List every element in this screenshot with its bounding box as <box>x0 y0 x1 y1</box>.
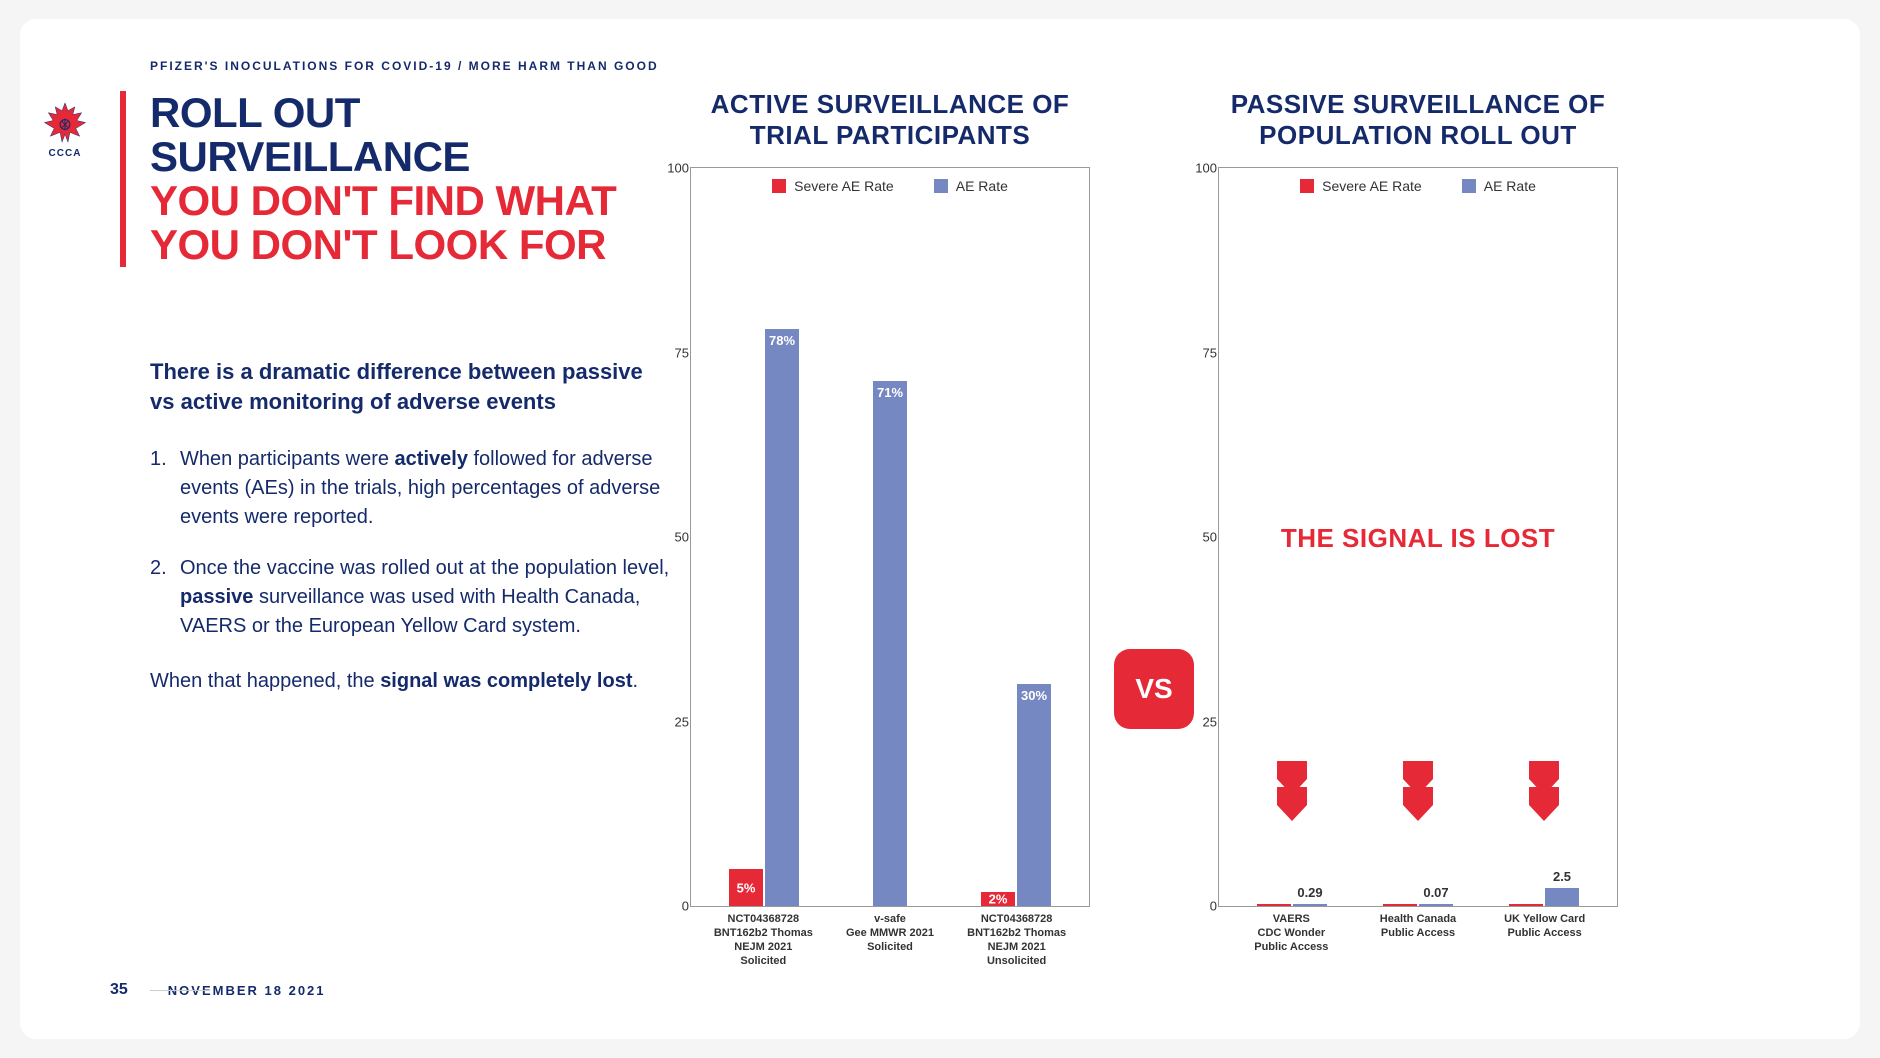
bar-group: 2.5 <box>1499 888 1589 907</box>
bar-value-label: 30% <box>1021 688 1047 703</box>
x-axis-label: VAERSCDC WonderPublic Access <box>1231 913 1351 954</box>
chart-frame: 0255075100 Severe AE Rate AE Rate 5%78%7… <box>690 167 1090 907</box>
y-ticks: 0255075100 <box>1189 168 1217 906</box>
bar-severe <box>1383 904 1417 906</box>
conclusion-text: When that happened, the signal was compl… <box>150 667 670 696</box>
item-text-bold: passive <box>180 586 253 608</box>
conclusion-pre: When that happened, the <box>150 670 380 692</box>
page-number: 35 <box>110 981 128 999</box>
x-axis-label: NCT04368728BNT162b2 ThomasNEJM 2021Unsol… <box>957 913 1077 968</box>
item-text-bold: actively <box>395 448 468 470</box>
title-line-2: SURVEILLANCE <box>150 135 670 179</box>
bar-severe: 5% <box>729 869 763 906</box>
y-tick-label: 0 <box>682 899 689 914</box>
bar-group: 0.07 <box>1373 904 1463 906</box>
y-tick-label: 50 <box>675 530 689 545</box>
charts-area: ACTIVE SURVEILLANCE OF TRIAL PARTICIPANT… <box>690 59 1830 1009</box>
chart-title-line: POPULATION ROLL OUT <box>1231 120 1606 151</box>
x-axis-label: UK Yellow CardPublic Access <box>1485 913 1605 954</box>
bar-value-label: 78% <box>769 333 795 348</box>
active-chart-block: ACTIVE SURVEILLANCE OF TRIAL PARTICIPANT… <box>690 89 1090 968</box>
chart-wrap: 0255075100 Severe AE Rate AE Rate THE SI… <box>1218 167 1618 954</box>
item-number: 1. <box>150 445 167 474</box>
bar-ae: 71% <box>873 381 907 906</box>
left-column: PFIZER'S INOCULATIONS FOR COVID-19 / MOR… <box>50 59 690 1009</box>
conclusion-post: . <box>633 670 639 692</box>
y-tick-label: 25 <box>675 714 689 729</box>
bars-row: 0.29 0.07 2.5 <box>1219 168 1617 906</box>
chart-wrap: PERCENTAGE OF TOTAL POPULATION. 02550751… <box>690 167 1090 968</box>
chart-title-line: TRIAL PARTICIPANTS <box>711 120 1070 151</box>
bar-ae: 2.5 <box>1545 888 1579 907</box>
intro-text: There is a dramatic difference between p… <box>150 357 670 416</box>
bar-value-label: 0.29 <box>1297 885 1322 900</box>
bar-group: 5% 78% <box>719 329 809 906</box>
x-axis-label: Health CanadaPublic Access <box>1358 913 1478 954</box>
title-line-3: YOU DON'T FIND WHAT <box>150 179 670 223</box>
chart-title: ACTIVE SURVEILLANCE OF TRIAL PARTICIPANT… <box>711 89 1070 151</box>
list-item: 1. When participants were actively follo… <box>150 445 670 532</box>
chart-title-line: ACTIVE SURVEILLANCE OF <box>711 89 1070 120</box>
chart-frame: 0255075100 Severe AE Rate AE Rate THE SI… <box>1218 167 1618 907</box>
bar-value-label: 0.07 <box>1423 885 1448 900</box>
x-axis-label: v-safeGee MMWR 2021Solicited <box>830 913 950 968</box>
bar-value-label: 2% <box>989 891 1008 906</box>
bar-severe <box>1509 904 1543 906</box>
bar-ae: 0.07 <box>1419 904 1453 906</box>
item-text-pre: Once the vaccine was rolled out at the p… <box>180 557 669 579</box>
bar-severe: 2% <box>981 892 1015 907</box>
y-tick-label: 50 <box>1203 530 1217 545</box>
chart-title: PASSIVE SURVEILLANCE OF POPULATION ROLL … <box>1231 89 1606 151</box>
passive-chart-block: PASSIVE SURVEILLANCE OF POPULATION ROLL … <box>1218 89 1618 955</box>
title-line-1: ROLL OUT <box>150 91 670 135</box>
vs-badge: VS <box>1114 649 1194 729</box>
y-tick-label: 75 <box>1203 345 1217 360</box>
x-axis-label: NCT04368728BNT162b2 ThomasNEJM 2021Solic… <box>703 913 823 968</box>
bar-value-label: 71% <box>877 385 903 400</box>
footer: 35 NOVEMBER 18 2021 <box>110 981 326 999</box>
item-number: 2. <box>150 554 167 583</box>
y-tick-label: 0 <box>1210 899 1217 914</box>
bar-severe <box>1257 904 1291 906</box>
bar-ae: 0.29 <box>1293 904 1327 906</box>
bar-group: 71% <box>845 381 935 906</box>
title-line-4: YOU DON'T LOOK FOR <box>150 223 670 267</box>
bar-ae: 78% <box>765 329 799 906</box>
y-tick-label: 100 <box>667 161 689 176</box>
item-text-pre: When participants were <box>180 448 395 470</box>
list-item: 2. Once the vaccine was rolled out at th… <box>150 554 670 641</box>
title-block: ROLL OUT SURVEILLANCE YOU DON'T FIND WHA… <box>120 91 670 267</box>
bar-value-label: 5% <box>737 880 756 895</box>
chart-title-line: PASSIVE SURVEILLANCE OF <box>1231 89 1606 120</box>
bar-value-label: 2.5 <box>1553 869 1571 884</box>
x-axis-labels: VAERSCDC WonderPublic AccessHealth Canad… <box>1218 907 1618 954</box>
x-axis-labels: NCT04368728BNT162b2 ThomasNEJM 2021Solic… <box>690 907 1090 968</box>
eyebrow-text: PFIZER'S INOCULATIONS FOR COVID-19 / MOR… <box>150 59 670 73</box>
bar-group: 2% 30% <box>971 684 1061 906</box>
y-tick-label: 75 <box>675 345 689 360</box>
footer-divider <box>150 990 210 991</box>
bar-ae: 30% <box>1017 684 1051 906</box>
y-tick-label: 25 <box>1203 714 1217 729</box>
slide: CCCA PFIZER'S INOCULATIONS FOR COVID-19 … <box>20 19 1860 1039</box>
bars-row: 5% 78% 71% 2% 30% <box>691 168 1089 906</box>
conclusion-bold: signal was completely lost <box>380 670 632 692</box>
y-ticks: 0255075100 <box>661 168 689 906</box>
body-list: 1. When participants were actively follo… <box>150 445 670 663</box>
bar-group: 0.29 <box>1247 904 1337 906</box>
y-tick-label: 100 <box>1195 161 1217 176</box>
